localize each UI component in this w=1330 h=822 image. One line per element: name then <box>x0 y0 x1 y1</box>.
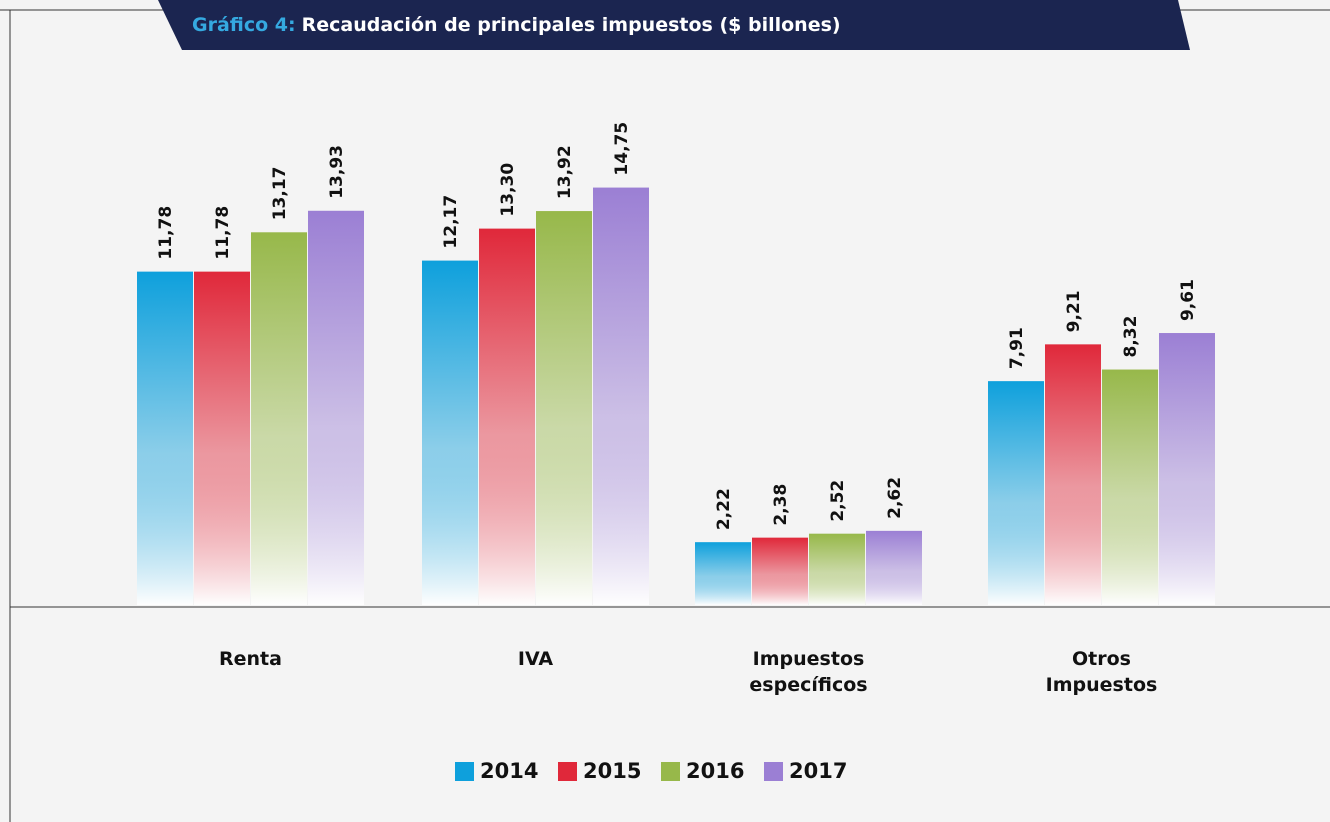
bar <box>194 271 250 605</box>
title-text: Recaudación de principales impuestos ($ … <box>302 14 841 36</box>
bar <box>593 187 649 605</box>
value-label: 8,32 <box>1121 316 1141 358</box>
value-label: 13,17 <box>270 167 290 221</box>
value-label: 2,62 <box>885 477 905 519</box>
bar <box>422 260 478 605</box>
legend-label: 2017 <box>789 759 847 783</box>
legend-swatch <box>558 762 577 781</box>
value-label: 13,92 <box>555 145 575 199</box>
bar <box>695 542 751 605</box>
legend-swatch <box>764 762 783 781</box>
bar <box>479 228 535 606</box>
value-label: 12,17 <box>441 195 461 249</box>
category-label: IVA <box>517 648 554 670</box>
legend-swatch <box>661 762 680 781</box>
title-prefix: Gráfico 4: <box>192 14 296 36</box>
bar <box>1159 333 1215 605</box>
value-label: 2,38 <box>771 484 791 526</box>
value-label: 11,78 <box>213 206 233 260</box>
value-label: 2,52 <box>828 480 848 522</box>
legend-label: 2015 <box>583 759 641 783</box>
bar <box>536 211 592 605</box>
value-label: 13,93 <box>327 145 347 199</box>
bar <box>1045 344 1101 605</box>
value-label: 14,75 <box>612 122 632 176</box>
value-label: 2,22 <box>714 488 734 530</box>
category-label: Impuestos específicos <box>749 648 868 696</box>
value-label: 9,21 <box>1064 290 1084 332</box>
value-label: 9,61 <box>1178 279 1198 321</box>
bar <box>752 537 808 605</box>
value-label: 13,30 <box>498 163 518 217</box>
legend-label: 2016 <box>686 759 744 783</box>
legend-swatch <box>455 762 474 781</box>
bar <box>308 210 364 605</box>
value-label: 7,91 <box>1007 327 1027 369</box>
bar <box>1102 369 1158 605</box>
bar <box>988 381 1044 605</box>
bar <box>137 271 193 605</box>
category-label: Renta <box>219 648 282 670</box>
bar <box>866 530 922 605</box>
category-label: Otros Impuestos <box>1045 648 1158 696</box>
bar <box>809 533 865 605</box>
chart-title: Gráfico 4: Recaudación de principales imp… <box>192 14 841 36</box>
bar <box>251 232 307 605</box>
legend-label: 2014 <box>480 759 538 783</box>
value-label: 11,78 <box>156 206 176 260</box>
title-banner <box>158 0 1190 50</box>
